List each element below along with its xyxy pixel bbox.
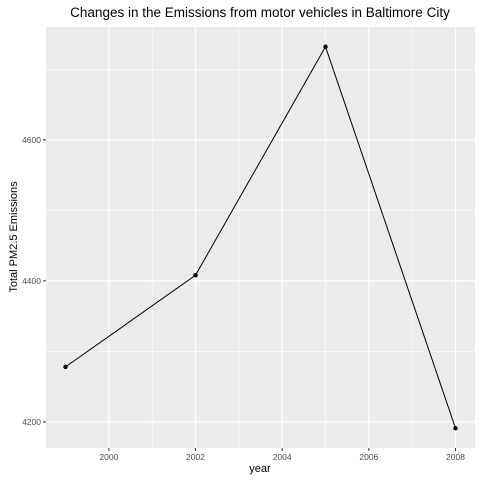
y-axis-title: Total PM2.5 Emissions [8,181,20,293]
series-line [65,45,456,429]
x-tick-label: 2004 [273,452,292,462]
x-tick-label: 2000 [99,452,118,462]
data-point [193,273,198,278]
x-tick-label: 2002 [186,452,205,462]
data-point [453,426,458,431]
axis-ticks: 2000 2002 2004 2006 2008 4200 4400 4600 [22,135,465,462]
y-tick-label: 4400 [22,276,41,286]
emissions-series [63,44,458,431]
chart-title: Changes in the Emissions from motor vehi… [70,5,450,20]
x-tick-label: 2006 [359,452,378,462]
y-tick-label: 4200 [22,417,41,427]
x-axis-title: year [249,463,271,475]
grid-major-lines [46,27,475,448]
y-tick-label: 4600 [22,135,41,145]
data-point [63,364,68,370]
x-tick-label: 2008 [446,452,465,462]
grid-minor-lines [46,27,475,448]
data-point [323,44,328,49]
plot-panel [46,27,475,448]
